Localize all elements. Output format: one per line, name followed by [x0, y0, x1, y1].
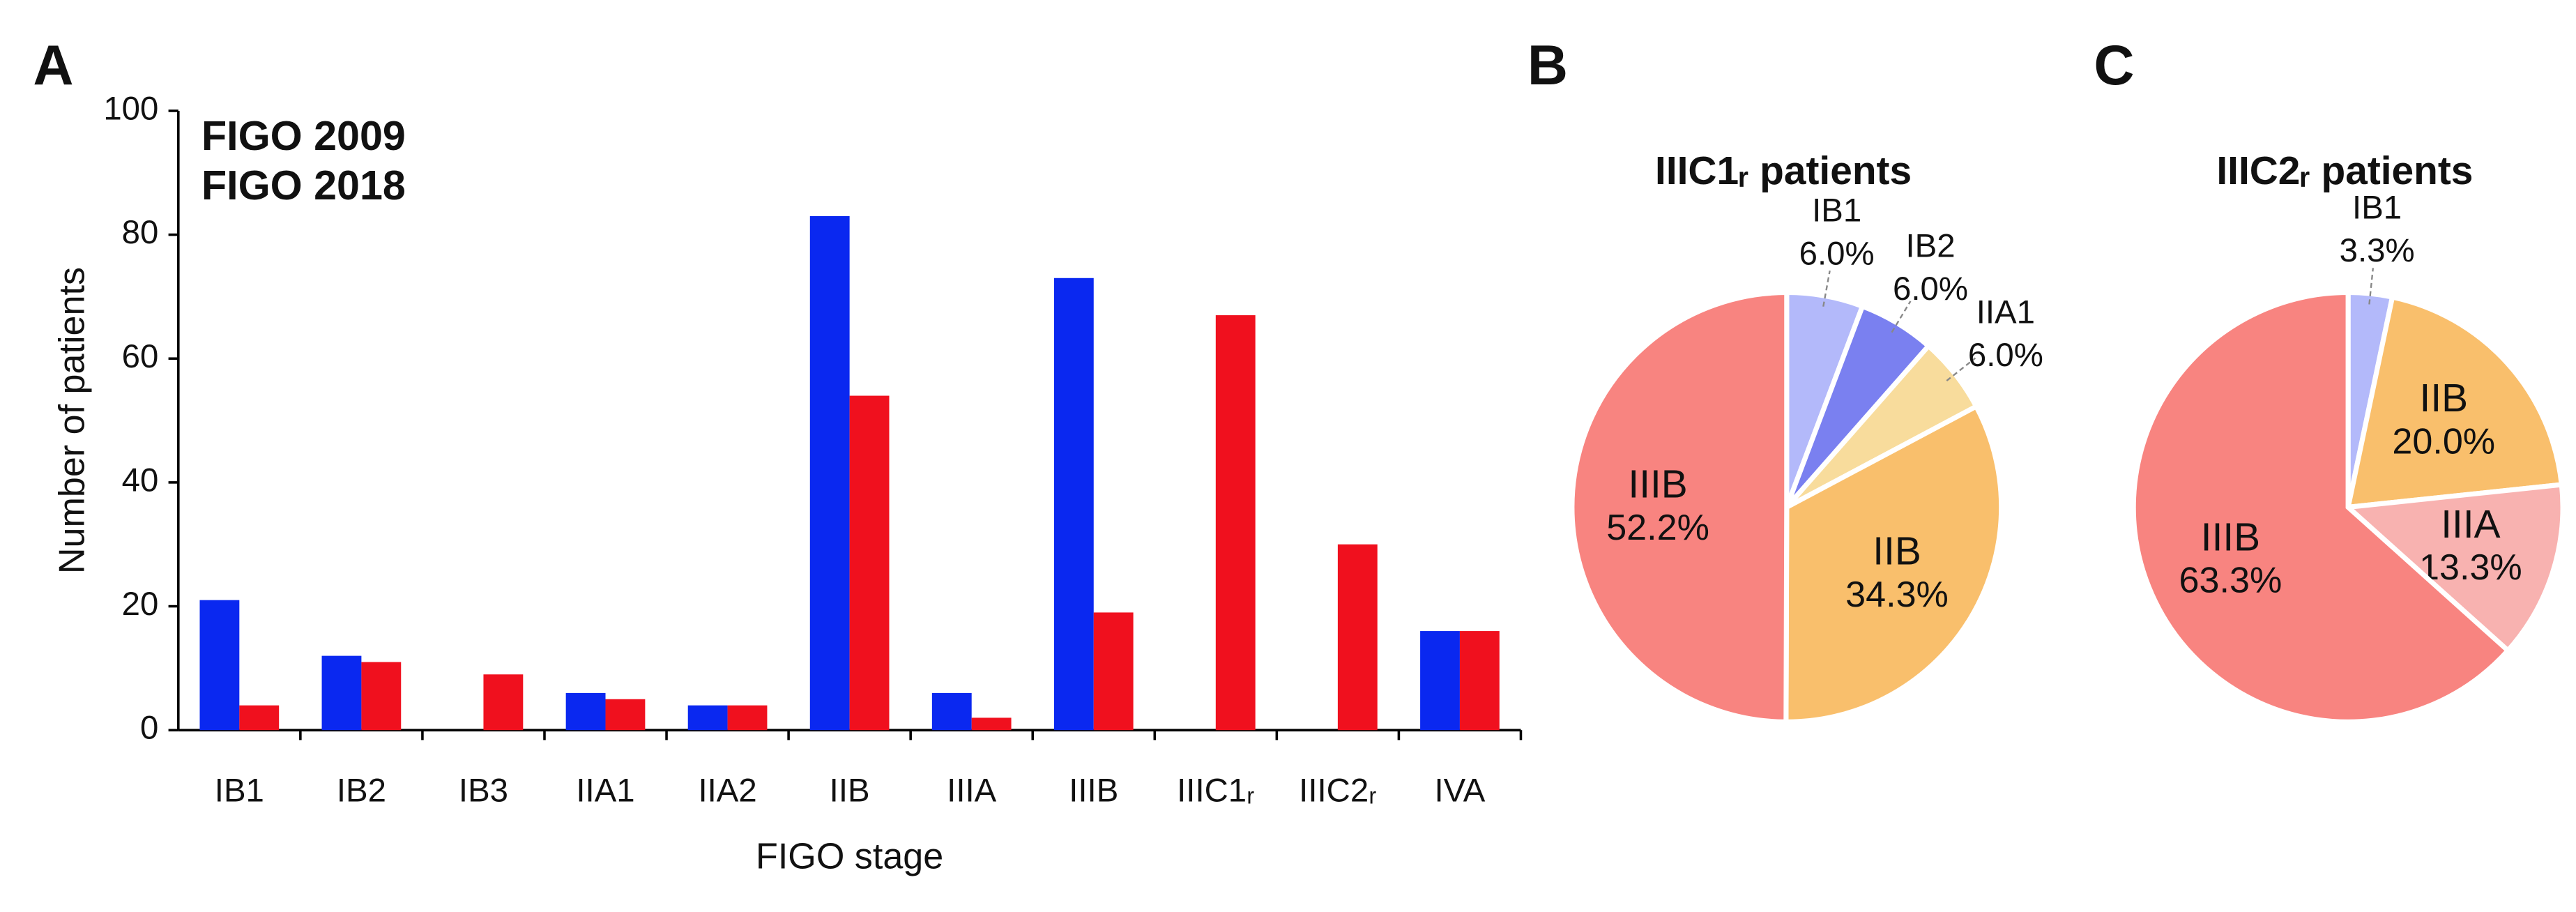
bar: [199, 600, 240, 731]
slice-label: IIIB: [2201, 515, 2260, 559]
slice-label: IB1: [2352, 189, 2402, 226]
y-tick-label: 0: [140, 710, 158, 747]
leader-line: [1891, 301, 1912, 333]
slice-value-label: 6.0%: [1799, 235, 1875, 272]
bar: [321, 655, 362, 731]
panel-label: A: [33, 34, 73, 97]
pie-title: IIIC2ᵣ patients: [2216, 149, 2473, 193]
y-tick-label: 80: [122, 214, 159, 251]
y-tick-label: 40: [122, 462, 159, 499]
x-tick-label: IIB: [830, 773, 870, 810]
x-tick-label: IIIA: [947, 773, 996, 810]
x-tick-label: IIIC2ᵣ: [1299, 773, 1376, 810]
bar: [931, 692, 972, 731]
bar: [727, 705, 768, 731]
x-tick-label: IB1: [215, 773, 264, 810]
slice-label: IIIA: [2441, 503, 2500, 547]
pie-title: IIIC1ᵣ patients: [1655, 149, 1912, 193]
bar: [1093, 612, 1134, 731]
bar: [849, 395, 890, 731]
y-tick-label: 20: [122, 586, 159, 623]
slice-value-label: 20.0%: [2392, 422, 2495, 462]
x-tick-label: IIIC1ᵣ: [1177, 773, 1254, 810]
bar: [361, 662, 402, 731]
bar: [1459, 631, 1500, 731]
slice-value-label: 34.3%: [1845, 575, 1949, 615]
x-axis-label: FIGO stage: [756, 837, 943, 877]
bar: [971, 717, 1012, 731]
bar: [483, 674, 524, 731]
pie-slice: [2342, 482, 2566, 655]
bar: [1420, 631, 1460, 731]
bar: [239, 705, 280, 731]
pie-slice: [2131, 289, 2512, 724]
y-tick-label: 100: [103, 90, 158, 127]
panel-label: B: [1527, 34, 1568, 97]
bar: [1053, 278, 1094, 731]
legend-entry: FIGO 2009: [201, 112, 406, 159]
slice-value-label: 52.2%: [1606, 508, 1709, 548]
leader-line: [1822, 270, 1831, 307]
x-tick-label: IIA1: [576, 773, 634, 810]
x-tick-label: IB2: [337, 773, 386, 810]
x-tick-label: IB3: [459, 773, 508, 810]
x-tick-label: IVA: [1435, 773, 1486, 810]
slice-label: IIB: [2420, 377, 2468, 420]
slice-label: IB2: [1905, 227, 1955, 264]
bar: [1337, 544, 1378, 731]
bar: [605, 699, 646, 731]
slice-value-label: 63.3%: [2179, 561, 2282, 601]
pie-slice: [2345, 294, 2565, 510]
slice-value-label: 3.3%: [2340, 232, 2415, 269]
leader-line: [1946, 357, 1976, 381]
x-tick-label: IIA2: [698, 773, 756, 810]
slice-label: IB1: [1812, 192, 1861, 229]
y-axis-label: Number of patients: [52, 267, 92, 574]
leader-line: [2368, 268, 2375, 305]
slice-value-label: 6.0%: [1968, 337, 2043, 374]
slice-label: IIA1: [1976, 294, 2035, 330]
x-tick-label: IIIB: [1069, 773, 1118, 810]
bar: [809, 215, 850, 731]
bar: [1215, 315, 1256, 731]
bar: [687, 705, 728, 731]
bar: [565, 692, 606, 731]
slice-label: IIIB: [1628, 463, 1687, 507]
slice-label: IIB: [1873, 529, 1921, 573]
pie-slice: [1783, 403, 2004, 724]
pie-slice: [1569, 289, 1790, 724]
legend-entry: FIGO 2018: [201, 162, 406, 208]
y-tick-label: 60: [122, 338, 159, 375]
panel-label: C: [2094, 34, 2134, 97]
slice-value-label: 13.3%: [2419, 547, 2522, 588]
slice-value-label: 6.0%: [1893, 271, 1968, 307]
